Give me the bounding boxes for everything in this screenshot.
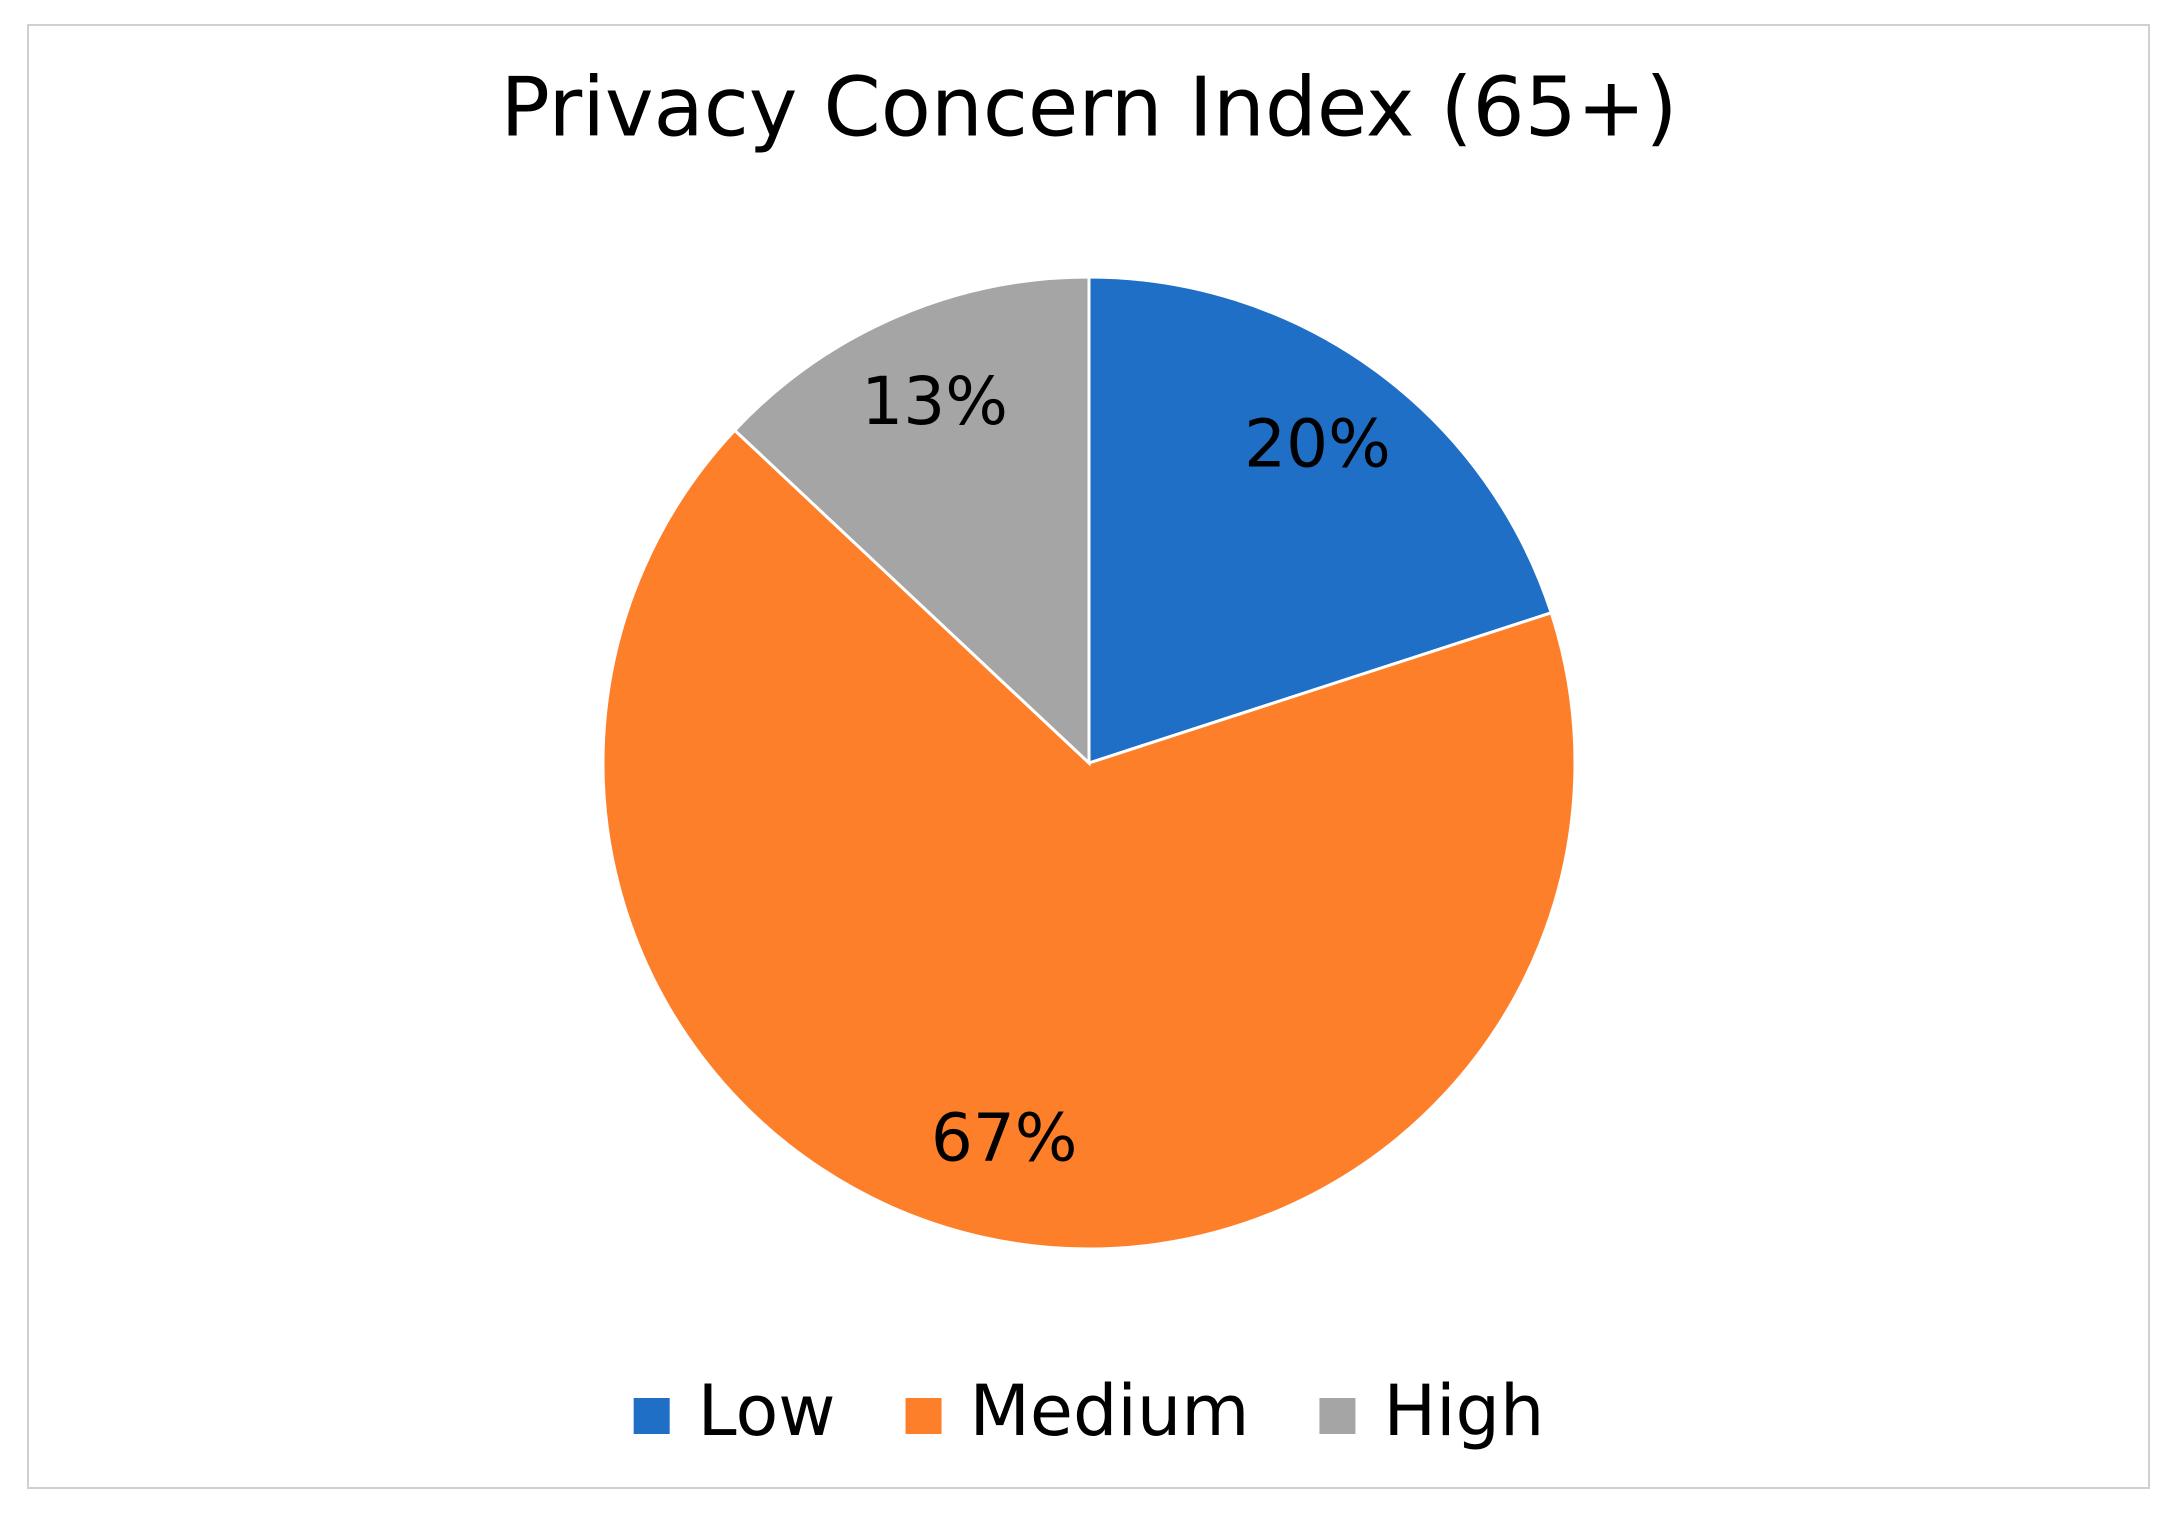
pie-slice bbox=[601, 428, 1577, 1251]
data-label: 20% bbox=[1244, 406, 1391, 483]
data-label: 67% bbox=[931, 1099, 1078, 1176]
legend-swatch bbox=[905, 1398, 942, 1434]
legend-label: Medium bbox=[970, 1370, 1250, 1452]
pie-slice bbox=[1087, 275, 1554, 766]
legend-swatch bbox=[633, 1398, 670, 1434]
legend-label: Low bbox=[698, 1370, 836, 1452]
chart-title: Privacy Concern Index (65+) bbox=[500, 60, 1677, 155]
legend-label: High bbox=[1383, 1370, 1544, 1452]
legend-swatch bbox=[1319, 1398, 1356, 1434]
data-label: 13% bbox=[861, 363, 1008, 440]
pie-slice bbox=[732, 275, 1091, 767]
